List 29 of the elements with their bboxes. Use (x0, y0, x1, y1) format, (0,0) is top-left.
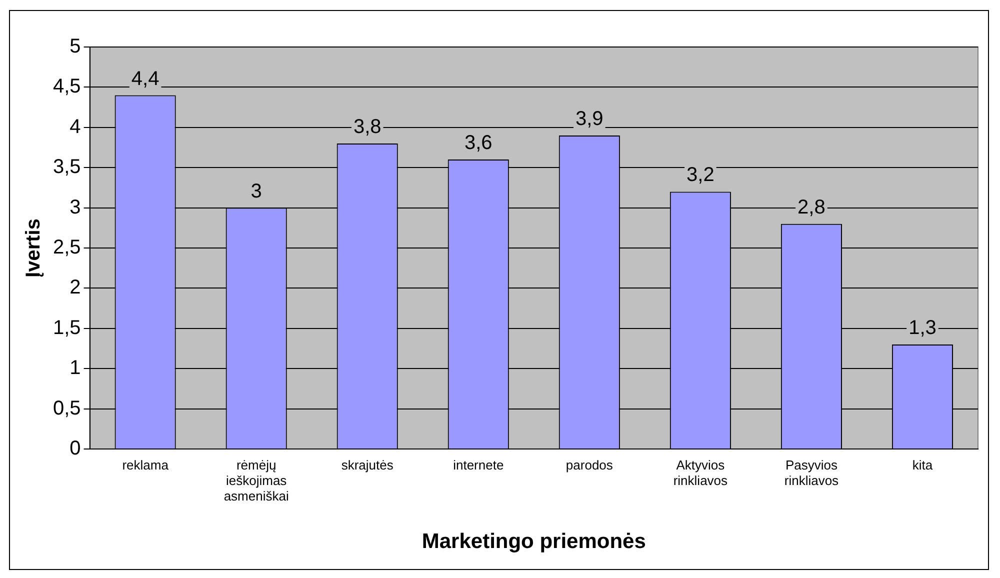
y-tick-label: 3,5 (52, 156, 81, 178)
data-label: 1,3 (908, 316, 936, 339)
y-tick-label: 5 (70, 36, 81, 58)
x-tick-label: skrajutės (341, 457, 394, 472)
x-tick-label: internete (453, 457, 504, 472)
data-label: 3,8 (353, 116, 382, 138)
data-label: 4,4 (131, 68, 160, 90)
y-tick-label: 1 (70, 357, 81, 380)
x-tick-label: kita (912, 457, 934, 472)
y-axis-title: Įvertis (22, 218, 45, 278)
y-tick-label: 3 (70, 196, 81, 218)
y-tick-label: 1,5 (52, 316, 81, 339)
x-axis-title: Marketingo priemonės (422, 530, 646, 554)
data-label: 3 (250, 180, 262, 202)
y-tick-label: 4,5 (52, 76, 81, 98)
y-tick-label: 4 (70, 116, 81, 138)
y-tick-label: 2,5 (52, 236, 81, 259)
x-tick-label: parodos (566, 457, 614, 472)
data-label: 2,8 (798, 196, 826, 218)
data-label: 3,9 (576, 108, 604, 130)
x-tick-label: reklama (122, 457, 170, 472)
y-tick-label: 0,5 (52, 397, 81, 420)
x-tick-label: Aktyvios rinkliavos (673, 457, 728, 488)
data-label: 3,2 (686, 164, 714, 186)
y-tick-label: 2 (70, 276, 81, 299)
x-tick-label: rėmėjų ieškojimas asmeniškai (224, 457, 289, 504)
data-label: 3,6 (464, 132, 492, 154)
y-tick-label: 0 (70, 438, 81, 460)
x-tick-label: Pasyvios rinkliavos (784, 457, 840, 488)
